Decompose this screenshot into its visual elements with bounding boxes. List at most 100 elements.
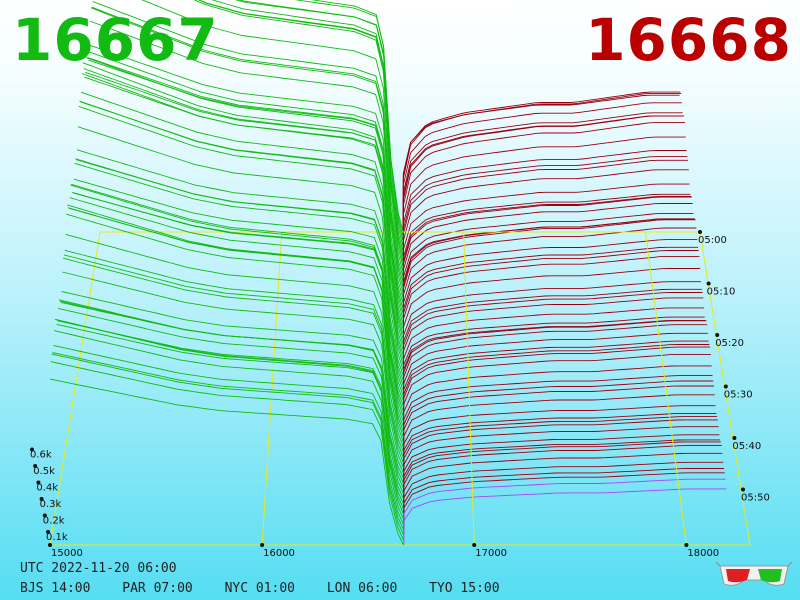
frame-gridline	[644, 231, 687, 546]
ask-snapshot-line	[403, 332, 708, 422]
depth-tick-mark	[30, 447, 34, 452]
ask-snapshot-line	[402, 91, 681, 238]
bid-snapshot-line	[211, 0, 404, 263]
bid-snapshot-line	[56, 323, 404, 505]
frame-outline	[49, 231, 751, 546]
ask-snapshot-line	[403, 307, 705, 397]
ask-snapshot-line	[403, 416, 718, 484]
ask-price-label: 16668	[585, 6, 792, 74]
ask-snapshot-line	[403, 394, 715, 468]
depth-tick-mark	[46, 530, 50, 534]
bid-snapshot-line	[86, 50, 404, 315]
ask-snapshot-line	[403, 439, 721, 504]
ask-snapshot-line	[402, 115, 685, 263]
price-tick-mark	[48, 543, 52, 547]
ask-snapshot-line	[402, 159, 688, 289]
ask-snapshot-line	[403, 478, 726, 540]
depth-tick-label: 0.6k	[30, 450, 52, 461]
ask-snapshot-line	[402, 136, 686, 273]
frame-gridline	[261, 231, 283, 546]
tz-bjs: BJS 14:00	[20, 581, 91, 596]
bid-snapshot-line	[62, 271, 404, 469]
ask-snapshot-line	[403, 488, 727, 545]
ask-snapshot-line	[403, 292, 703, 386]
bid-snapshot-line	[53, 344, 405, 525]
bid-snapshot-line	[57, 320, 404, 499]
ask-snapshot-line	[403, 281, 701, 376]
ask-snapshot-line	[403, 324, 708, 417]
time-tick-mark	[715, 333, 720, 337]
depth-tick-mark	[39, 497, 44, 501]
time-tick-mark	[723, 384, 728, 389]
bid-snapshot-line	[197, 0, 404, 258]
depth-tick-mark	[36, 480, 41, 485]
chart-frame	[49, 231, 751, 546]
depth-tick-label: 0.2k	[43, 516, 65, 527]
tz-lon: LON 06:00	[326, 581, 398, 596]
time-tick-label: 05:40	[732, 441, 761, 452]
bid-snapshot-line	[58, 307, 404, 494]
bid-snapshot-line	[193, 0, 404, 269]
ask-snapshot-line	[402, 102, 682, 248]
price-tick-label: 17000	[475, 548, 507, 559]
bid-snapshot-line	[60, 301, 404, 479]
bid-snapshot-line	[52, 352, 405, 530]
bid-snapshot-line	[70, 184, 404, 417]
depth-tick-label: 0.5k	[33, 466, 55, 477]
ask-snapshot-line	[403, 441, 721, 510]
bid-snapshot-line	[71, 183, 404, 412]
price-tick-label: 18000	[687, 548, 719, 559]
bid-snapshot-line	[87, 57, 404, 310]
bid-snapshot-line	[77, 126, 404, 371]
ask-snapshot-line	[403, 353, 711, 443]
bid-snapshot-line	[80, 91, 404, 351]
bid-snapshot-line	[50, 361, 405, 541]
bid-snapshot-line	[66, 213, 404, 443]
time-tick-mark	[706, 281, 711, 286]
ask-snapshot-line	[402, 196, 692, 309]
ask-snapshot-line	[403, 365, 712, 448]
bid-snapshot-line	[59, 300, 404, 484]
bid-depth-layer	[49, 0, 405, 546]
ask-snapshot-line	[403, 219, 696, 340]
ask-snapshot-line	[403, 346, 711, 438]
tz-par: PAR 07:00	[122, 581, 193, 596]
bid-snapshot-line	[71, 191, 404, 407]
ask-snapshot-line	[402, 156, 688, 284]
bid-snapshot-line	[69, 197, 404, 423]
ask-snapshot-line	[403, 385, 714, 463]
ask-snapshot-line	[403, 452, 723, 520]
time-tick-mark	[698, 230, 702, 234]
bid-snapshot-line	[294, 0, 404, 238]
price-tick-mark	[472, 543, 477, 547]
bid-snapshot-line	[49, 378, 405, 546]
bid-snapshot-line	[54, 318, 405, 515]
timezone-row: BJS 14:00 PAR 07:00 NYC 01:00 LON 06:00 …	[20, 581, 524, 596]
bid-snapshot-line	[67, 204, 404, 438]
ask-snapshot-line	[403, 319, 706, 407]
time-tick-label: 05:50	[741, 493, 770, 504]
depth-tick-label: 0.1k	[46, 532, 68, 543]
ask-snapshot-line	[403, 239, 698, 350]
bid-snapshot-line	[90, 7, 404, 289]
price-tick-label: 16000	[263, 548, 295, 559]
ask-snapshot-line	[403, 412, 717, 479]
bid-snapshot-line	[76, 149, 404, 376]
bid-snapshot-line	[65, 233, 404, 448]
time-tick-label: 05:10	[707, 287, 736, 298]
ask-snapshot-line	[402, 196, 692, 315]
bid-snapshot-line	[198, 0, 404, 253]
bid-snapshot-line	[64, 249, 404, 453]
3d-glasses-icon[interactable]	[714, 560, 794, 590]
price-tick-mark	[260, 543, 265, 547]
depth-tick-mark	[42, 513, 47, 518]
ask-snapshot-line	[403, 445, 722, 515]
bid-snapshot-line	[63, 254, 404, 458]
ask-depth-layer	[402, 91, 727, 545]
ask-snapshot-line	[403, 426, 719, 494]
ask-snapshot-line	[402, 212, 694, 325]
ask-snapshot-line	[403, 246, 698, 356]
bid-snapshot-line	[55, 319, 404, 510]
bid-snapshot-line	[310, 0, 404, 243]
bid-snapshot-line	[74, 162, 404, 392]
